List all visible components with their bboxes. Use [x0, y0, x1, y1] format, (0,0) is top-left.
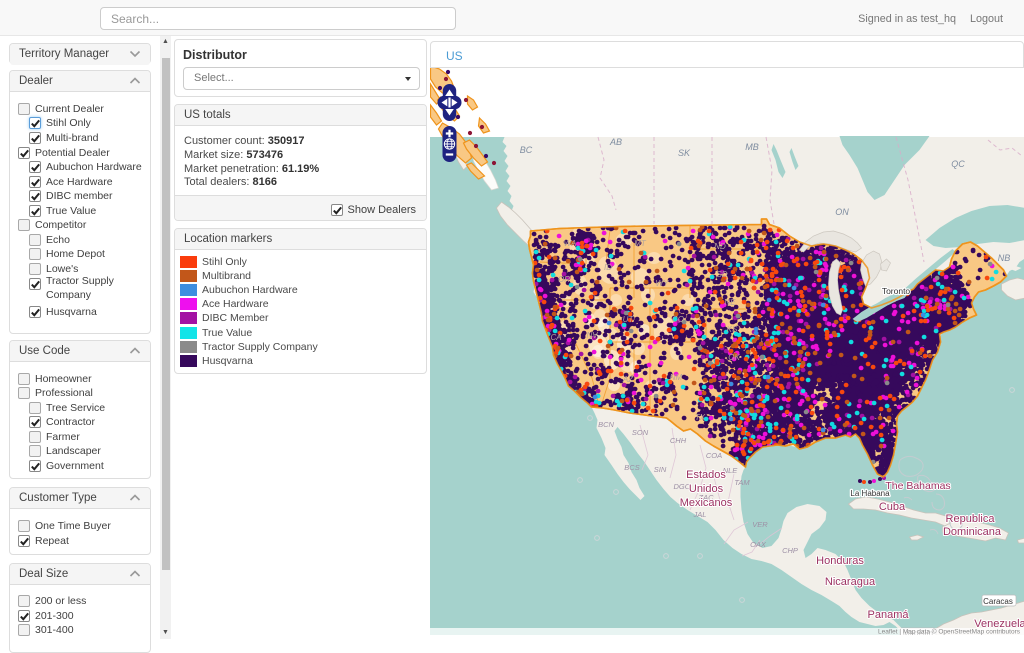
svg-text:OR: OR [558, 275, 570, 284]
svg-text:KS: KS [727, 325, 738, 334]
svg-text:ZAC: ZAC [698, 493, 715, 502]
svg-text:SD: SD [716, 270, 727, 279]
svg-text:BCN: BCN [598, 420, 614, 429]
svg-text:TX: TX [695, 413, 706, 422]
svg-text:SON: SON [632, 428, 649, 437]
svg-text:SK: SK [678, 148, 691, 158]
svg-text:MT: MT [634, 239, 647, 248]
svg-text:OK: OK [728, 353, 740, 362]
svg-text:OAX: OAX [750, 540, 767, 549]
svg-text:CA: CA [550, 333, 561, 342]
svg-text:Mexicanos: Mexicanos [680, 497, 733, 509]
svg-text:Venezuela: Venezuela [974, 618, 1024, 630]
svg-text:DGO: DGO [673, 482, 690, 491]
svg-text:Leaflet | Map data © OpenStree: Leaflet | Map data © OpenStreetMap contr… [878, 628, 1021, 636]
svg-text:ND: ND [714, 242, 726, 251]
svg-text:NB: NB [998, 253, 1011, 263]
svg-text:WA: WA [564, 239, 577, 248]
svg-text:WY: WY [656, 279, 670, 288]
svg-text:SIN: SIN [654, 465, 667, 474]
svg-text:AZ: AZ [622, 375, 634, 384]
svg-text:NE: NE [724, 298, 736, 307]
svg-text:BC: BC [520, 145, 533, 155]
svg-text:MB: MB [745, 142, 759, 152]
svg-text:NV: NV [586, 331, 598, 340]
svg-text:BCS: BCS [624, 463, 639, 472]
svg-text:UT: UT [623, 315, 635, 324]
svg-text:The Bahamas: The Bahamas [885, 480, 950, 492]
svg-text:Caracas: Caracas [983, 597, 1013, 606]
svg-text:Estados: Estados [686, 469, 726, 481]
svg-text:Panamá: Panamá [868, 609, 910, 621]
svg-text:La Habana: La Habana [850, 489, 890, 498]
svg-text:Honduras: Honduras [816, 555, 864, 567]
svg-text:TAM: TAM [734, 478, 750, 487]
svg-text:CHH: CHH [670, 436, 687, 445]
svg-text:COA: COA [706, 451, 722, 460]
svg-text:VER: VER [752, 520, 768, 529]
svg-text:Toronto: Toronto [882, 286, 911, 296]
svg-text:NM: NM [670, 373, 683, 382]
svg-text:NLE: NLE [723, 466, 739, 475]
svg-text:Republica: Republica [946, 513, 996, 525]
svg-text:ID: ID [604, 263, 612, 272]
svg-text:CO: CO [672, 315, 684, 324]
svg-text:Nicaragua: Nicaragua [825, 576, 876, 588]
svg-text:QC: QC [951, 159, 965, 169]
svg-text:JAL: JAL [693, 510, 707, 519]
svg-text:Cuba: Cuba [879, 501, 906, 513]
svg-text:ON: ON [835, 207, 849, 217]
svg-text:AB: AB [609, 137, 622, 147]
svg-text:CHP: CHP [782, 546, 798, 555]
svg-text:Unidos: Unidos [689, 483, 724, 495]
svg-text:Dominicana: Dominicana [943, 526, 1002, 538]
